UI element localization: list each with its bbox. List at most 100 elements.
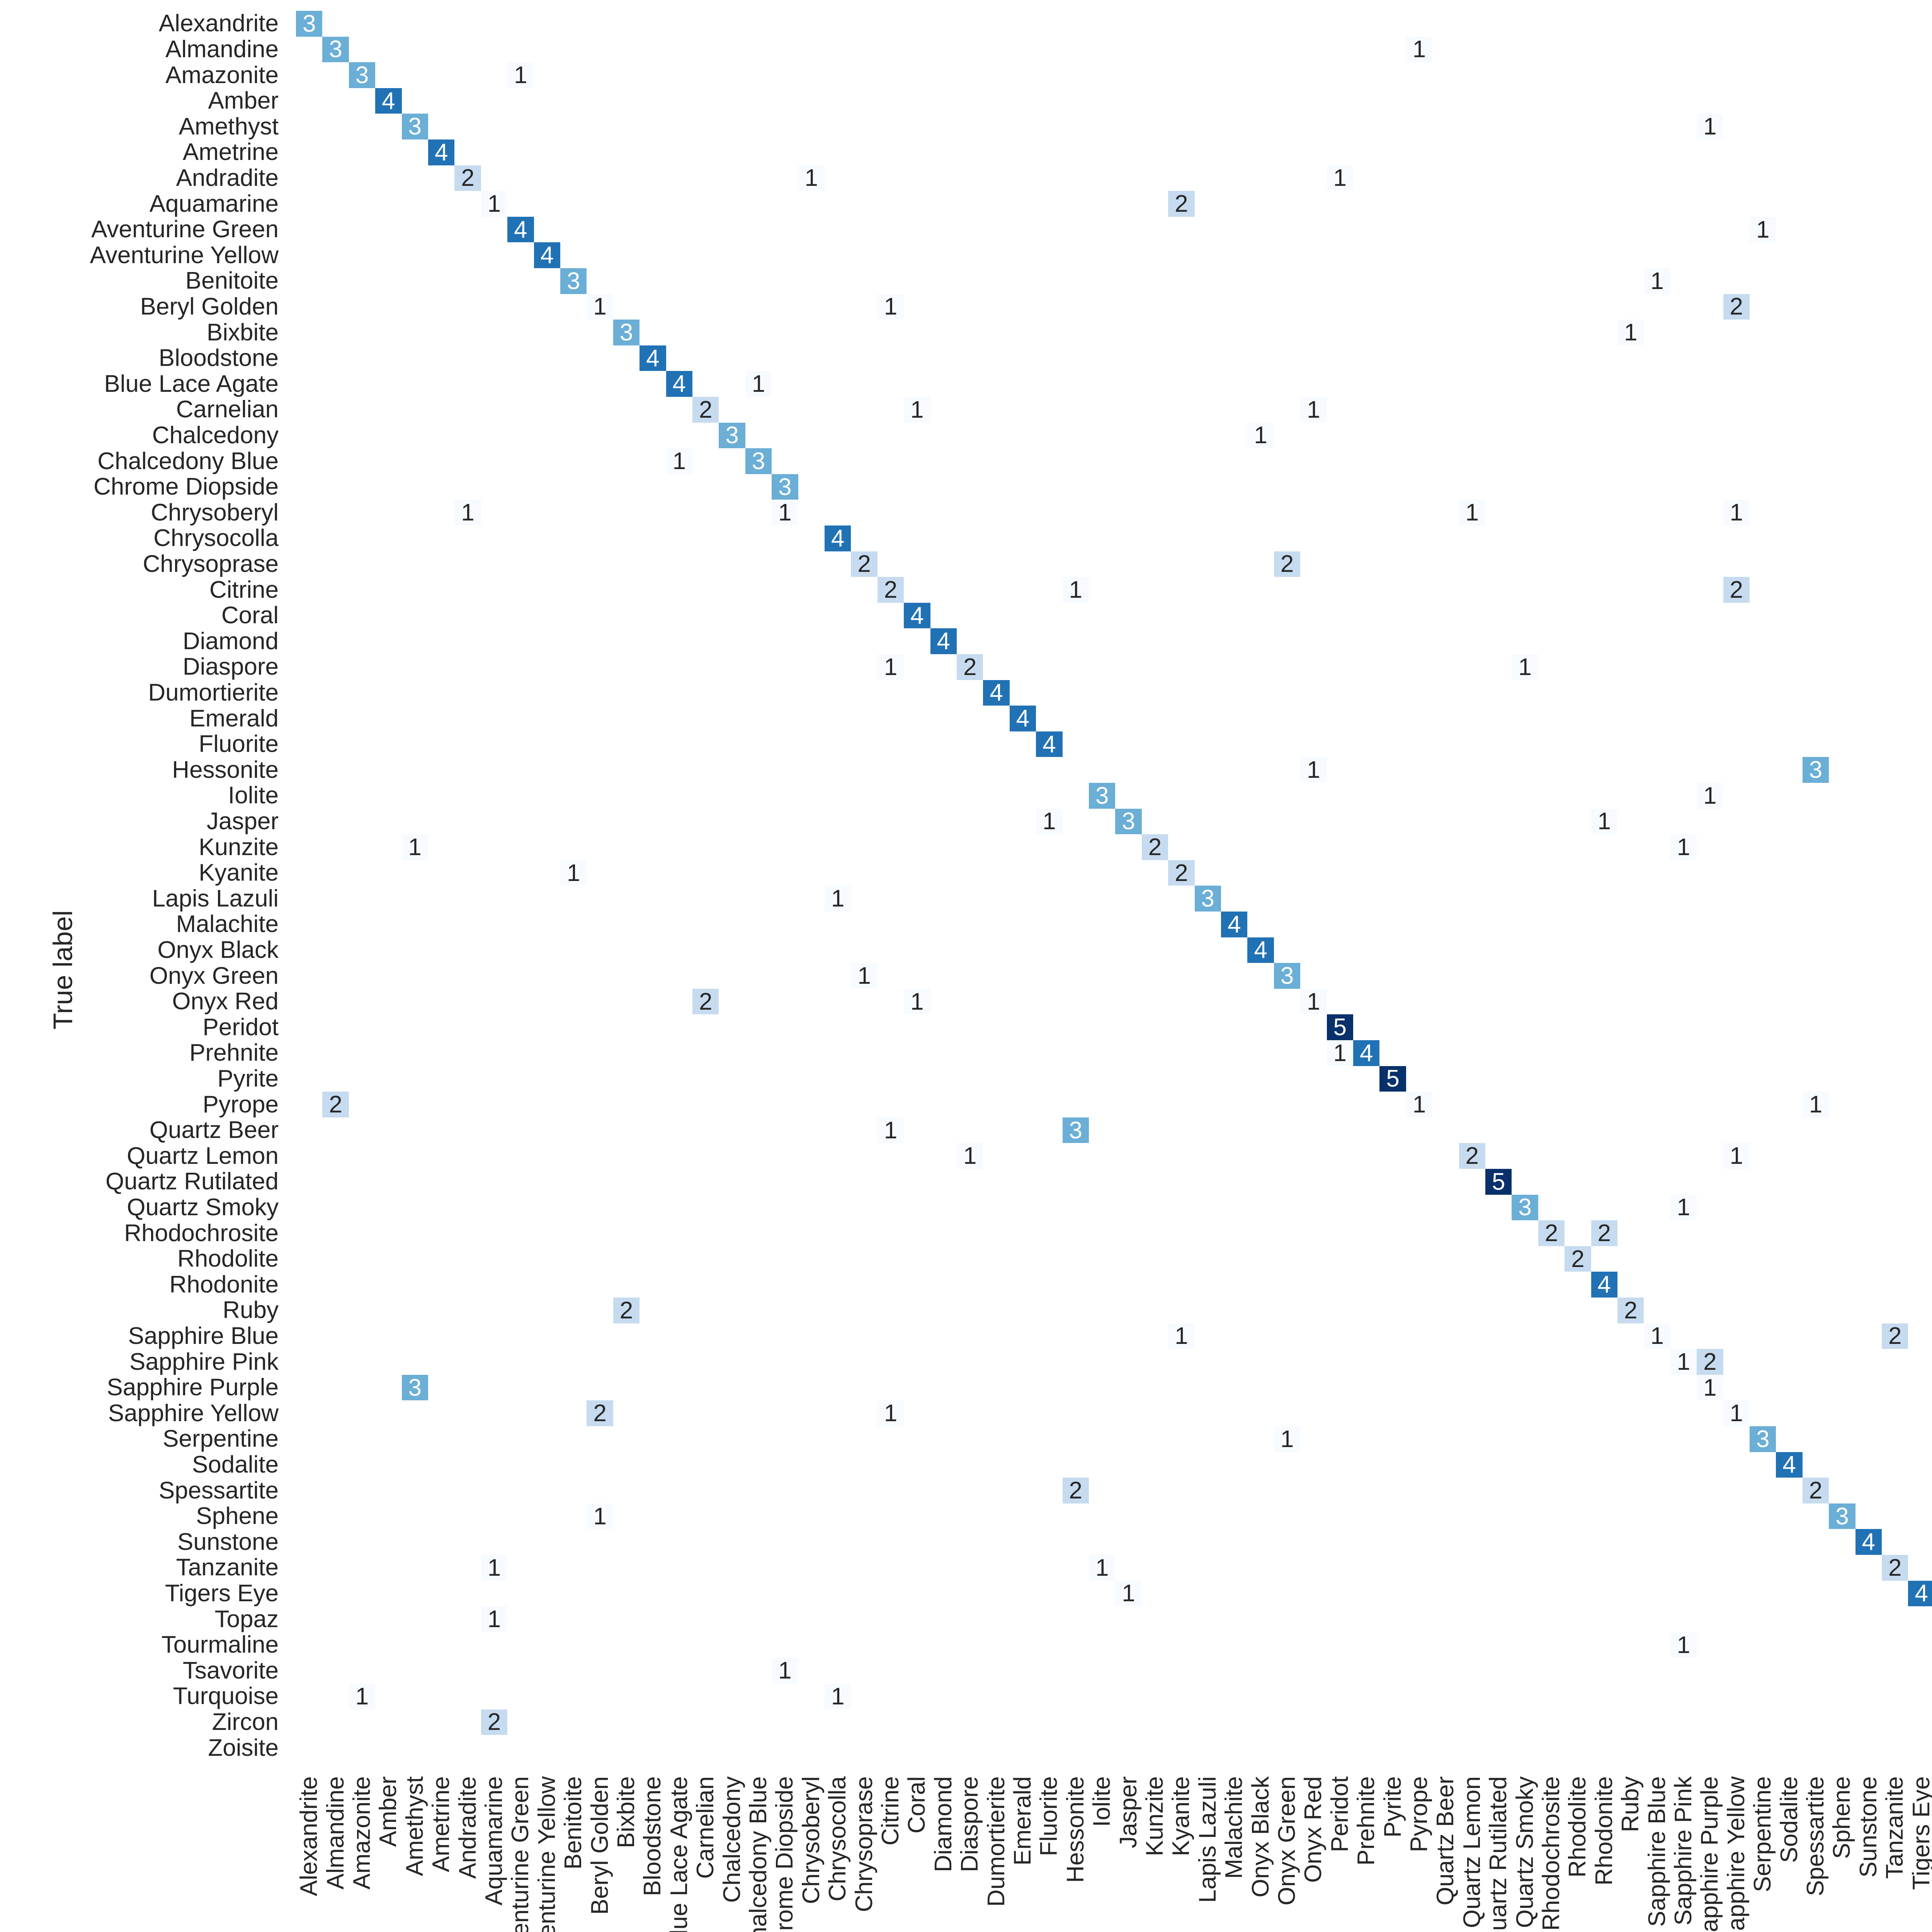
y-tick-label: Almandine — [165, 36, 279, 63]
x-tick-label: Ruby — [1617, 1776, 1644, 1832]
matrix-cell: 4 — [639, 345, 666, 372]
x-tick-label: Chalcedony Blue — [745, 1776, 772, 1932]
matrix-cell: 1 — [1406, 36, 1433, 63]
matrix-cell: 1 — [1300, 757, 1327, 783]
matrix-cell: 1 — [1644, 1323, 1670, 1349]
matrix-cell: 3 — [1829, 1503, 1855, 1530]
matrix-cell: 5 — [1485, 1168, 1512, 1195]
matrix-cell: 1 — [1802, 1091, 1829, 1118]
matrix-cell: 3 — [296, 10, 323, 37]
matrix-cell: 1 — [877, 654, 904, 680]
x-tick-label: Coral — [903, 1776, 930, 1833]
matrix-cell: 1 — [957, 1143, 983, 1169]
matrix-cell: 1 — [1670, 834, 1697, 861]
matrix-cell: 1 — [481, 190, 508, 217]
x-tick-label: Spessartite — [1802, 1776, 1829, 1896]
x-tick-label: Tigers Eye — [1908, 1776, 1932, 1890]
matrix-cell: 3 — [745, 448, 772, 474]
y-tick-label: Bixbite — [206, 319, 279, 346]
matrix-cell: 3 — [613, 319, 640, 346]
y-tick-label: Prehnite — [189, 1039, 279, 1066]
matrix-cell: 1 — [507, 62, 534, 88]
matrix-cell: 1 — [1512, 654, 1538, 680]
matrix-cell: 2 — [957, 654, 983, 680]
matrix-cell: 1 — [825, 1683, 851, 1710]
y-tick-label: Onyx Green — [149, 962, 279, 989]
y-tick-label: Kyanite — [199, 859, 279, 886]
y-tick-label: Blue Lace Agate — [104, 370, 279, 397]
matrix-cell: 1 — [560, 860, 587, 886]
x-tick-label: Andradite — [454, 1776, 481, 1879]
y-tick-label: Serpentine — [163, 1425, 279, 1452]
x-tick-label: Onyx Black — [1247, 1776, 1274, 1898]
matrix-cell: 2 — [1538, 1220, 1565, 1247]
matrix-cell: 4 — [930, 628, 957, 655]
y-tick-label: Sapphire Purple — [107, 1374, 279, 1401]
x-tick-label: Citrine — [877, 1776, 904, 1845]
matrix-cell: 2 — [692, 988, 719, 1015]
matrix-cell: 3 — [772, 474, 798, 500]
y-tick-label: Iolite — [228, 782, 279, 809]
y-tick-label: Malachite — [176, 911, 279, 938]
matrix-cell: 1 — [1591, 808, 1617, 835]
matrix-cell: 4 — [1247, 937, 1274, 963]
y-tick-label: Jasper — [206, 808, 279, 835]
y-tick-label: Diaspore — [182, 653, 279, 680]
y-tick-label: Spessartite — [158, 1477, 279, 1504]
matrix-cell: 2 — [1617, 1297, 1644, 1324]
x-tick-label: Amethyst — [401, 1776, 428, 1876]
matrix-cell: 1 — [587, 1503, 613, 1530]
y-tick-label: Peridot — [202, 1014, 279, 1041]
matrix-cell: 1 — [772, 1657, 798, 1684]
matrix-cell: 1 — [904, 396, 930, 423]
matrix-cell: 4 — [507, 216, 534, 243]
y-tick-label: Chalcedony Blue — [97, 447, 279, 474]
y-tick-label: Sapphire Pink — [129, 1348, 279, 1375]
matrix-cell: 1 — [1274, 1426, 1301, 1452]
x-tick-label: Sphene — [1828, 1776, 1855, 1859]
matrix-cell: 2 — [692, 396, 719, 423]
x-tick-label: Sapphire Yellow — [1723, 1776, 1750, 1932]
y-tick-label: Diamond — [182, 628, 279, 655]
y-tick-label: Chrysoberyl — [151, 499, 279, 526]
y-tick-label: Amethyst — [179, 113, 279, 140]
x-tick-label: Chalcedony — [718, 1776, 745, 1903]
matrix-cell: 1 — [877, 1400, 904, 1427]
matrix-cell: 2 — [1565, 1246, 1591, 1272]
matrix-cell: 1 — [1115, 1580, 1142, 1607]
matrix-cell: 2 — [1882, 1554, 1908, 1581]
y-tick-label: Onyx Red — [172, 988, 279, 1015]
y-tick-label: Tourmaline — [161, 1631, 279, 1658]
matrix-cell: 1 — [1300, 396, 1327, 423]
x-tick-label: Malachite — [1221, 1776, 1248, 1879]
matrix-cell: 4 — [1221, 911, 1248, 938]
y-tick-label: Turquoise — [173, 1683, 279, 1710]
x-tick-label: Quartz Beer — [1432, 1776, 1459, 1906]
matrix-cell: 1 — [798, 165, 825, 191]
matrix-cell: 1 — [454, 499, 481, 526]
matrix-cell: 1 — [349, 1683, 376, 1710]
matrix-cell: 2 — [1168, 190, 1195, 217]
matrix-cell: 1 — [1723, 1143, 1750, 1169]
x-tick-label: Onyx Red — [1300, 1776, 1327, 1883]
matrix-cell: 1 — [587, 293, 613, 320]
matrix-cell: 2 — [851, 551, 878, 577]
y-tick-label: Amber — [208, 87, 279, 114]
x-tick-label: Diaspore — [956, 1776, 983, 1872]
x-tick-label: Diamond — [930, 1776, 957, 1872]
y-tick-label: Kunzite — [199, 833, 279, 861]
x-tick-label: Blue Lace Agate — [665, 1776, 692, 1932]
matrix-cell: 2 — [1062, 1477, 1089, 1504]
y-tick-label: Aventurine Green — [91, 216, 279, 243]
x-tick-label: Quartz Rutilated — [1485, 1776, 1512, 1932]
matrix-cell: 3 — [1062, 1117, 1089, 1144]
matrix-cell: 4 — [1908, 1580, 1932, 1607]
matrix-cell: 2 — [1274, 551, 1301, 577]
x-tick-label: Beryl Golden — [586, 1776, 613, 1915]
x-tick-label: Almandine — [322, 1776, 349, 1889]
matrix-cell: 1 — [1036, 808, 1063, 835]
matrix-cell: 1 — [1697, 1374, 1723, 1401]
matrix-cell: 1 — [851, 963, 878, 989]
x-tick-label: Amber — [375, 1776, 402, 1847]
matrix-cell: 2 — [877, 577, 904, 603]
